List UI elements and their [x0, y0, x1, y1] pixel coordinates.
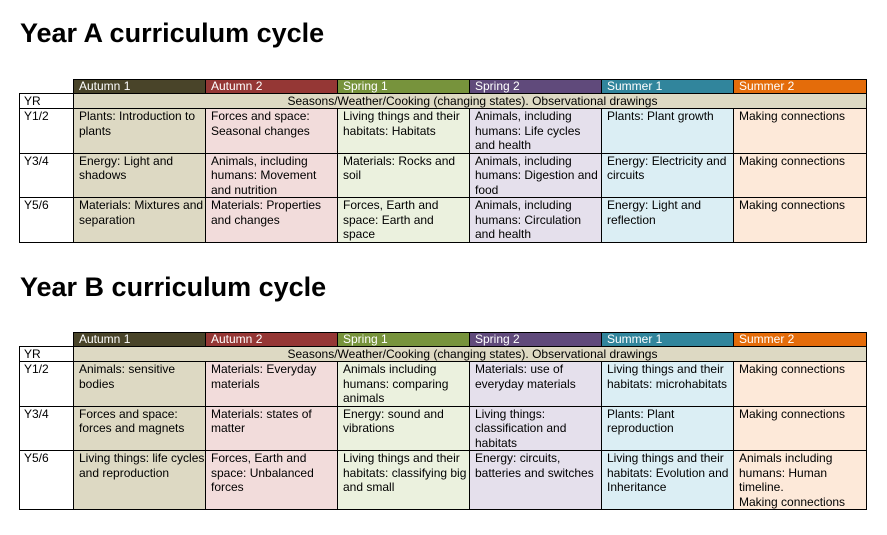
topic-cell: Materials: Properties and changes — [205, 197, 338, 243]
topic-cell: Forces, Earth and space: Unbalanced forc… — [205, 450, 338, 510]
header-term: Autumn 2 — [205, 79, 338, 94]
topic-cell: Materials: use of everyday materials — [469, 361, 602, 407]
topic-cell: Forces and space: forces and magnets — [73, 405, 206, 451]
topic-cell: Living things and their habitats: Evolut… — [601, 450, 734, 510]
topic-cell: Living things: classification and habita… — [469, 405, 602, 451]
header-term: Autumn 1 — [73, 79, 206, 94]
header-term: Spring 2 — [469, 332, 602, 347]
row-label: Y1/2 — [19, 108, 74, 154]
topic-cell: Plants: Introduction to plants — [73, 108, 206, 154]
header-term: Spring 1 — [337, 332, 470, 347]
table-row: Y5/6 Living things: life cycles and repro… — [19, 450, 867, 510]
topic-cell: Forces and space: Seasonal changes — [205, 108, 338, 154]
topic-cell: Energy: sound and vibrations — [337, 405, 470, 451]
topic-cell: Making connections — [733, 361, 867, 407]
topic-cell: Living things and their habitats: Habita… — [337, 108, 470, 154]
topic-cell: Animals, including humans: Movement and … — [205, 152, 338, 198]
topic-cell: Making connections — [733, 405, 867, 451]
yr-cell: Seasons/Weather/Cooking (changing states… — [73, 346, 867, 362]
topic-cell: Animals: sensitive bodies — [73, 361, 206, 407]
table-row: Y5/6 Materials: Mixtures and separation Ma… — [19, 197, 867, 243]
topic-cell: Making connections — [733, 197, 867, 243]
header-row: Autumn 1 Autumn 2 Spring 1 Spring 2 Summer 1… — [19, 332, 867, 347]
row-label: YR — [19, 346, 74, 362]
table-row: Y1/2 Animals: sensitive bodies Materials: … — [19, 361, 867, 407]
topic-cell: Energy: Light and reflection — [601, 197, 734, 243]
year-b-table: Autumn 1 Autumn 2 Spring 1 Spring 2 Summer 1… — [19, 332, 867, 510]
topic-cell: Energy: Light and shadows — [73, 152, 206, 198]
yr-row: YR Seasons/Weather/Cooking (changing stat… — [19, 346, 867, 362]
header-blank — [19, 79, 74, 94]
header-term: Spring 1 — [337, 79, 470, 94]
topic-cell: Materials: states of matter — [205, 405, 338, 451]
header-term: Autumn 2 — [205, 332, 338, 347]
topic-cell: Making connections — [733, 108, 867, 154]
topic-cell: Animals, including humans: Life cycles a… — [469, 108, 602, 154]
topic-cell: Materials: Mixtures and separation — [73, 197, 206, 243]
topic-cell: Materials: Rocks and soil — [337, 152, 470, 198]
header-term: Summer 1 — [601, 79, 734, 94]
yr-cell: Seasons/Weather/Cooking (changing states… — [73, 93, 867, 109]
table-row: Y3/4 Energy: Light and shadows Animals, in… — [19, 152, 867, 198]
header-term: Summer 2 — [733, 332, 867, 347]
topic-cell: Forces, Earth and space: Earth and space — [337, 197, 470, 243]
year-b-title: Year B curriculum cycle — [20, 272, 327, 302]
table-row: Y1/2 Plants: Introduction to plants Forces… — [19, 108, 867, 154]
row-label: Y3/4 — [19, 152, 74, 198]
topic-cell: Energy: circuits, batteries and switches — [469, 450, 602, 510]
row-label: Y5/6 — [19, 450, 74, 510]
row-label: Y1/2 — [19, 361, 74, 407]
yr-row: YR Seasons/Weather/Cooking (changing stat… — [19, 93, 867, 109]
topic-cell: Plants: Plant growth — [601, 108, 734, 154]
topic-cell: Animals including humans: Human timeline… — [733, 450, 867, 510]
topic-cell: Living things and their habitats: microh… — [601, 361, 734, 407]
table-row: Y3/4 Forces and space: forces and magnets… — [19, 405, 867, 451]
topic-cell: Animals, including humans: Circulation a… — [469, 197, 602, 243]
row-label: Y5/6 — [19, 197, 74, 243]
header-term: Summer 2 — [733, 79, 867, 94]
topic-cell: Energy: Electricity and circuits — [601, 152, 734, 198]
topic-cell: Living things and their habitats: classi… — [337, 450, 470, 510]
header-blank — [19, 332, 74, 347]
topic-cell: Making connections — [733, 152, 867, 198]
row-label: Y3/4 — [19, 405, 74, 451]
topic-cell: Living things: life cycles and reproduct… — [73, 450, 206, 510]
year-a-title: Year A curriculum cycle — [20, 18, 325, 48]
year-a-table: Autumn 1 Autumn 2 Spring 1 Spring 2 Summer 1… — [19, 79, 867, 243]
header-row: Autumn 1 Autumn 2 Spring 1 Spring 2 Summer 1… — [19, 79, 867, 94]
topic-cell: Materials: Everyday materials — [205, 361, 338, 407]
header-term: Autumn 1 — [73, 332, 206, 347]
topic-cell: Plants: Plant reproduction — [601, 405, 734, 451]
header-term: Summer 1 — [601, 332, 734, 347]
row-label: YR — [19, 93, 74, 109]
topic-cell: Animals including humans: comparing anim… — [337, 361, 470, 407]
topic-cell: Animals, including humans: Digestion and… — [469, 152, 602, 198]
header-term: Spring 2 — [469, 79, 602, 94]
